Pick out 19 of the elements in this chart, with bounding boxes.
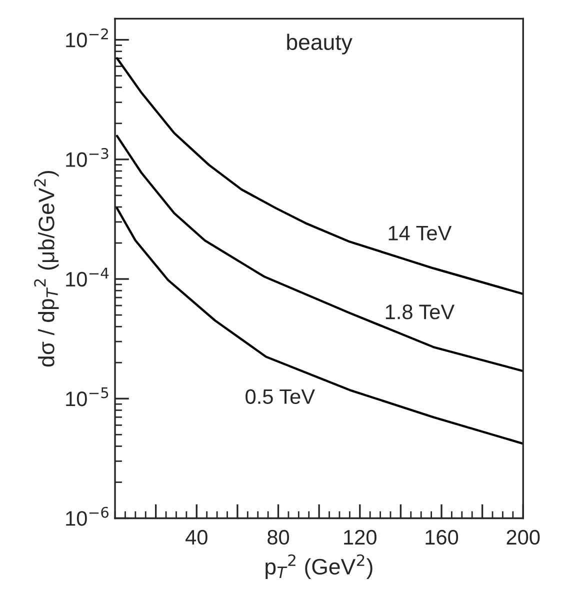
y-axis-title: dσ / dp$_{T}$$^{2}$ (μb/GeV$^{2}$): [34, 171, 59, 367]
x-axis-title: p$_{T}$$^{2}$ (GeV$^{2}$): [266, 554, 372, 579]
y-tick-label: 10$^{−6}$: [66, 506, 108, 526]
line-series: [116, 207, 524, 445]
line-series: [116, 134, 524, 372]
x-tick-label: 200: [506, 530, 540, 545]
text: beauty: [287, 34, 352, 54]
y-tick-label: 10$^{−5}$: [66, 387, 108, 406]
y-tick-label: 10$^{−3}$: [66, 148, 108, 167]
line-series: [116, 57, 524, 296]
x-tick-label: 40: [186, 530, 208, 545]
y-tick-label: 10$^{−2}$: [66, 28, 108, 48]
y-tick-label: 10$^{−4}$: [66, 268, 109, 287]
series-label: 0.5 TeV: [246, 389, 315, 404]
x-tick-label: 160: [426, 530, 458, 545]
series-label: 14 TeV: [388, 226, 452, 241]
series-label: 1.8 TeV: [386, 304, 455, 320]
x-tick-label: 80: [268, 530, 290, 545]
x-tick-label: 120: [344, 530, 376, 545]
